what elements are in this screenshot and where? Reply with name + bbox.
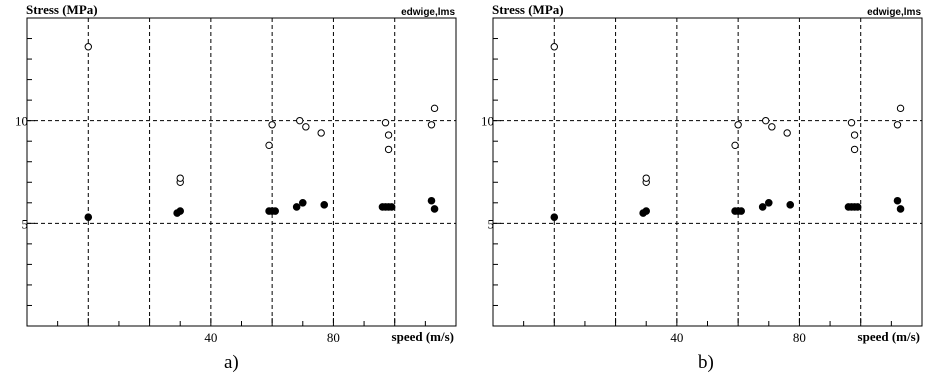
data-point-open [731,141,739,150]
data-point-filled [758,203,767,211]
y-axis-label: Stress (MPa) [492,2,564,17]
data-point-filled [387,203,396,211]
data-point-open [84,43,92,51]
chart-panel-a: 5 10 40 80 Stress (MPa) speed (m/s) edwige,lms… [0,0,466,381]
data-point-open [762,116,770,125]
data-point-filled [550,213,559,221]
scatter-plot-a: 5 10 40 80 Stress (MPa) speed (m/s) edwige,lms [15,2,457,345]
data-point-filled [430,205,439,213]
data-point-open [768,123,776,131]
data-point-filled [427,196,436,205]
data-point-open [265,141,273,150]
x-axis-label: speed (m/s) [858,329,920,344]
data-point-open [384,145,393,154]
data-point-open [850,145,859,154]
x-tick-label: 80 [793,330,806,345]
data-point-open [783,129,791,137]
data-point-open [176,174,184,182]
data-point-filled [292,203,301,211]
data-point-open [734,121,742,129]
chart-panel-b: 5 10 40 80 Stress (MPa) speed (m/s) edwige,lms… [466,0,932,381]
y-tick-label: 10 [481,114,494,129]
data-point-open [427,121,436,129]
data-point-filled [786,201,795,209]
x-axis-label: speed (m/s) [392,329,454,344]
caption-b: b) [698,352,714,373]
data-point-open [302,123,310,131]
x-tick-label: 80 [327,330,340,345]
y-tick-label: 5 [488,216,495,231]
data-point-open [381,119,390,127]
plot-frame [26,17,457,327]
corner-label: edwige,lms [867,7,921,18]
caption-a: a) [224,352,239,373]
x-tick-label: 40 [204,330,217,345]
y-tick-label: 10 [15,114,28,129]
data-point-filled [176,207,185,215]
data-point-filled [298,199,307,207]
data-point-filled [320,201,329,209]
data-point-open [850,131,859,139]
data-point-filled [853,203,862,211]
data-point-filled [737,207,746,215]
data-point-open [847,119,856,127]
x-tick-label: 40 [670,330,683,345]
data-point-open [550,43,558,51]
data-point-filled [642,207,651,215]
data-point-open [296,116,304,125]
data-point-filled [893,196,902,205]
data-point-open [893,121,902,129]
data-point-filled [764,199,773,207]
corner-label: edwige,lms [401,7,455,18]
data-point-open [642,174,650,182]
data-point-open [384,131,393,139]
scatter-plot-b: 5 10 40 80 Stress (MPa) speed (m/s) edwige,lms [481,2,923,345]
data-point-open [430,104,439,113]
y-tick-label: 5 [22,216,29,231]
data-point-open [268,121,276,129]
data-point-filled [271,207,280,215]
plot-frame [492,17,923,327]
data-point-open [317,129,325,137]
data-point-filled [896,205,905,213]
data-point-filled [84,213,93,221]
y-axis-label: Stress (MPa) [26,2,98,17]
data-point-open [896,104,905,113]
